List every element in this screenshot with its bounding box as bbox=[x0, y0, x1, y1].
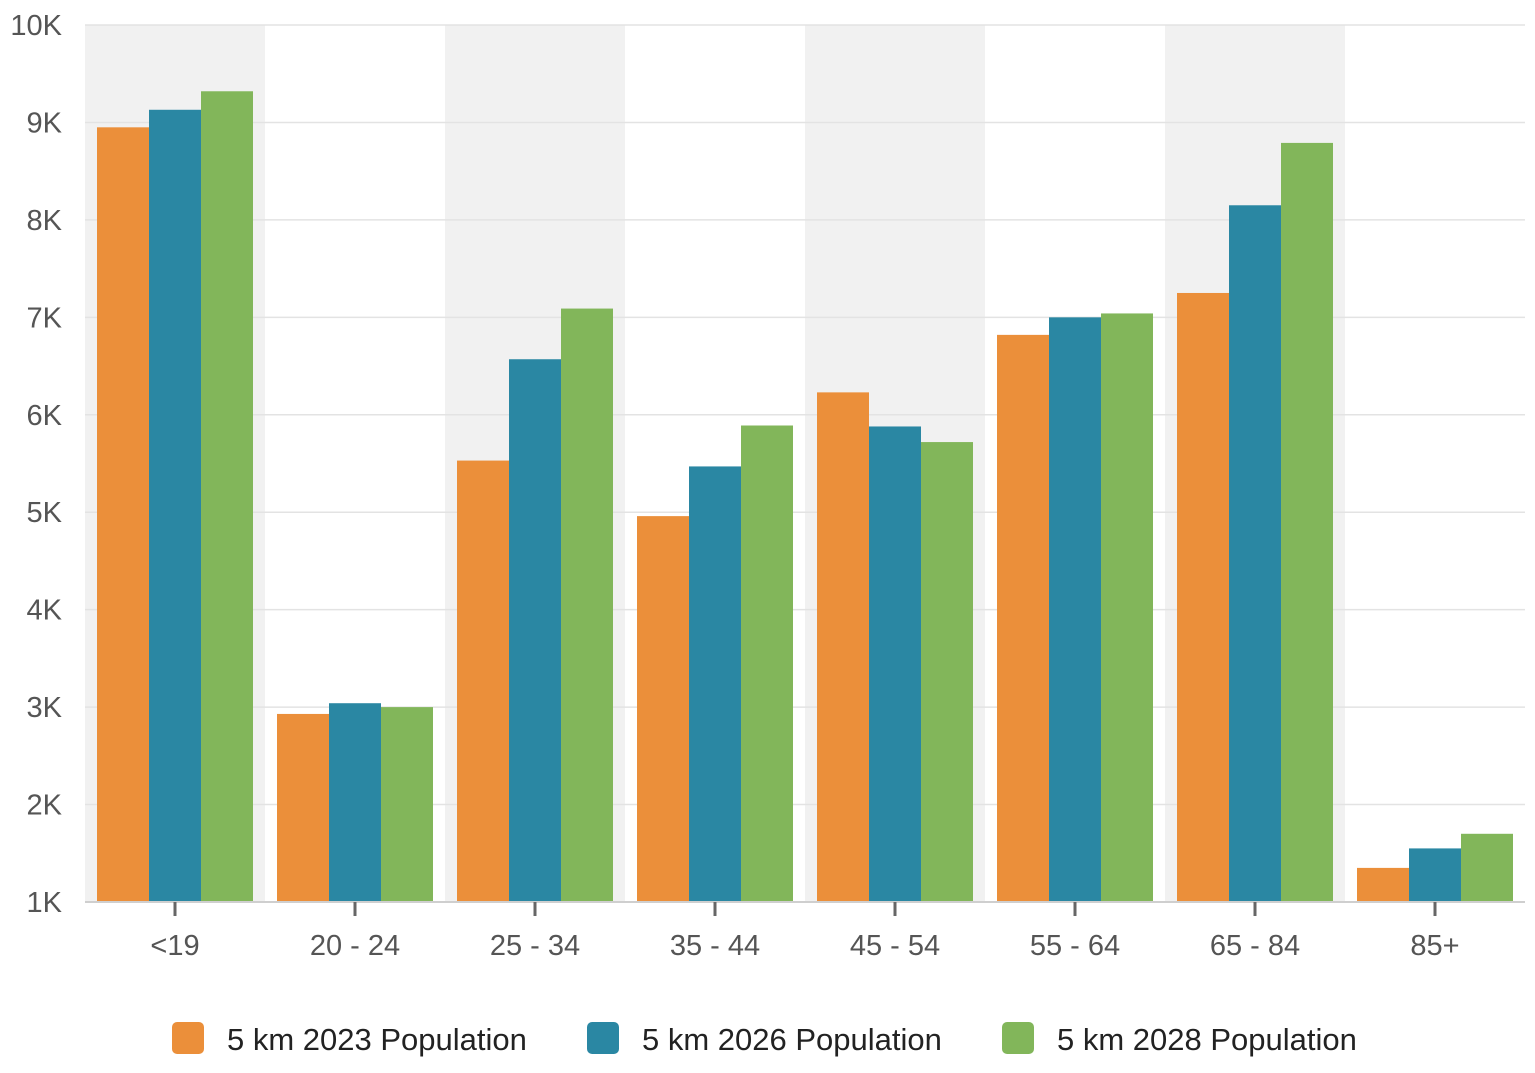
bar-20-24-5-km-2026-population bbox=[329, 703, 381, 902]
y-tick-label-4k: 4K bbox=[27, 595, 63, 627]
x-tick-label-35-44: 35 - 44 bbox=[670, 930, 760, 962]
legend-item-5-km-2026-population[interactable]: 5 km 2026 Population bbox=[587, 1022, 942, 1057]
bar-19-5-km-2023-population bbox=[97, 127, 149, 903]
bar-55-64-5-km-2026-population bbox=[1049, 317, 1101, 902]
bar-85-5-km-2026-population bbox=[1409, 848, 1461, 902]
bar-55-64-5-km-2028-population bbox=[1101, 313, 1153, 902]
legend: 5 km 2023 Population 5 km 2026 Population… bbox=[172, 1022, 1357, 1057]
x-tick-label-45-54: 45 - 54 bbox=[850, 930, 940, 962]
legend-item-5-km-2023-population[interactable]: 5 km 2023 Population bbox=[172, 1022, 527, 1057]
bars bbox=[97, 91, 1513, 903]
x-tick-label-55-64: 55 - 64 bbox=[1030, 930, 1120, 962]
bar-19-5-km-2028-population bbox=[201, 91, 253, 903]
legend-label: 5 km 2023 Population bbox=[227, 1022, 527, 1057]
x-tick-label-85: 85+ bbox=[1410, 930, 1459, 962]
bar-65-84-5-km-2026-population bbox=[1229, 205, 1281, 902]
y-tick-label-1k: 1K bbox=[27, 887, 63, 919]
bar-45-54-5-km-2026-population bbox=[869, 426, 921, 902]
y-tick-label-7k: 7K bbox=[27, 302, 63, 334]
x-axis: <19 20 - 24 25 - 34 35 - 44 45 - 54 55 - 64 65… bbox=[85, 901, 1525, 962]
legend-label: 5 km 2028 Population bbox=[1057, 1022, 1357, 1057]
y-tick-label-3k: 3K bbox=[27, 692, 63, 724]
y-tick-label-8k: 8K bbox=[27, 205, 63, 237]
bar-85-5-km-2028-population bbox=[1461, 833, 1513, 902]
bar-65-84-5-km-2028-population bbox=[1281, 142, 1333, 902]
legend-item-5-km-2028-population[interactable]: 5 km 2028 Population bbox=[1002, 1022, 1357, 1057]
bar-45-54-5-km-2028-population bbox=[921, 442, 973, 902]
x-tick-label-19: <19 bbox=[150, 930, 199, 962]
bar-20-24-5-km-2023-population bbox=[277, 713, 329, 902]
legend-swatch bbox=[1002, 1022, 1034, 1054]
bar-25-34-5-km-2026-population bbox=[509, 359, 561, 902]
y-tick-label-5k: 5K bbox=[27, 497, 63, 529]
y-axis-labels: 1K 2K 3K 4K 5K 6K 7K 8K 9K 10K bbox=[10, 10, 62, 919]
bar-45-54-5-km-2023-population bbox=[817, 392, 869, 902]
x-tick-label-20-24: 20 - 24 bbox=[310, 930, 400, 962]
bar-85-5-km-2023-population bbox=[1357, 867, 1409, 902]
bar-35-44-5-km-2023-population bbox=[637, 516, 689, 902]
y-tick-label-9k: 9K bbox=[27, 107, 63, 139]
bar-65-84-5-km-2023-population bbox=[1177, 292, 1229, 902]
bar-55-64-5-km-2023-population bbox=[997, 334, 1049, 903]
bar-25-34-5-km-2023-population bbox=[457, 460, 509, 902]
bar-25-34-5-km-2028-population bbox=[561, 308, 613, 902]
y-tick-label-10k: 10K bbox=[10, 10, 62, 42]
x-tick-label-25-34: 25 - 34 bbox=[490, 930, 580, 962]
x-tick-label-65-84: 65 - 84 bbox=[1210, 930, 1300, 962]
bar-35-44-5-km-2026-population bbox=[689, 466, 741, 902]
y-tick-label-2k: 2K bbox=[27, 790, 63, 822]
legend-label: 5 km 2026 Population bbox=[642, 1022, 942, 1057]
legend-swatch bbox=[172, 1022, 204, 1054]
bar-20-24-5-km-2028-population bbox=[381, 707, 433, 902]
y-tick-label-6k: 6K bbox=[27, 400, 63, 432]
bar-35-44-5-km-2028-population bbox=[741, 425, 793, 902]
bar-19-5-km-2026-population bbox=[149, 109, 201, 902]
legend-swatch bbox=[587, 1022, 619, 1054]
